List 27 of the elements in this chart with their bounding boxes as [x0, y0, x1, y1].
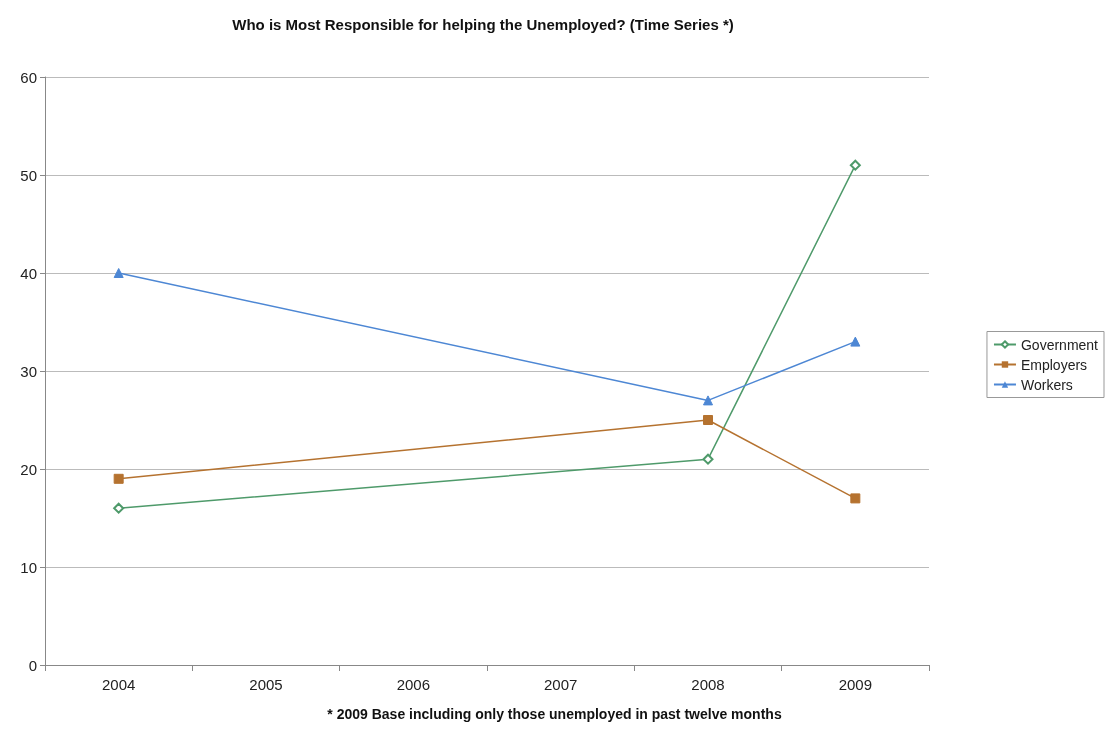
x-tick-label: 2007: [543, 676, 578, 693]
y-tick-label: 0: [28, 656, 37, 674]
point: [849, 159, 861, 171]
x-tick-label: 2009: [838, 676, 873, 693]
x-tick-label: 2008: [691, 676, 725, 693]
y-tick-label: 40: [20, 264, 37, 282]
y-tick-label: 20: [20, 460, 37, 478]
x-tick-label: 2006: [396, 676, 431, 693]
x-tick-label: 2004: [101, 676, 136, 693]
y-tick-label: 30: [20, 362, 37, 380]
legend-label: Employers: [1020, 356, 1088, 373]
x-tick-label: 2005: [249, 676, 283, 693]
legend-label: Government: [1020, 336, 1099, 353]
point: [850, 493, 861, 504]
y-tick-label: 50: [20, 166, 37, 184]
point: [113, 473, 124, 484]
chart-title: Who is Most Responsible for helping the Unemployed? (Time Series *): [232, 16, 734, 33]
point: [702, 453, 714, 465]
legend-label: Workers: [1020, 376, 1073, 393]
point: [113, 268, 124, 278]
point: [113, 502, 125, 514]
point: [850, 336, 861, 347]
point: [703, 415, 713, 425]
point: [703, 395, 713, 406]
text: * 2009 Base including only those unemployed in past twelve months: [327, 706, 782, 722]
y-tick-label: 60: [20, 68, 37, 86]
y-tick-label: 10: [20, 558, 37, 576]
